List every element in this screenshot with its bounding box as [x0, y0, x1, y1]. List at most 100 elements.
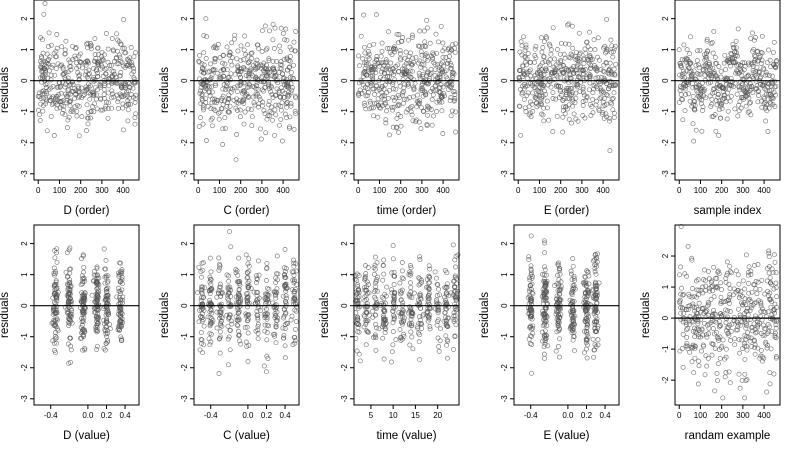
data-point	[292, 326, 298, 332]
data-point	[94, 278, 100, 284]
data-point	[272, 74, 278, 80]
data-point	[362, 66, 368, 71]
data-point	[704, 334, 710, 340]
data-point	[570, 283, 576, 289]
data-point	[404, 68, 410, 74]
y-axis-label: residuals	[159, 292, 171, 338]
data-point	[82, 329, 88, 335]
data-point	[715, 378, 720, 384]
data-point	[565, 22, 571, 28]
data-point	[683, 322, 689, 328]
data-point	[70, 82, 76, 88]
x-axis-label: E (value)	[543, 430, 589, 442]
data-point	[557, 51, 563, 57]
data-point	[573, 54, 578, 59]
data-point	[269, 84, 274, 90]
data-point	[689, 81, 695, 86]
data-point	[234, 322, 240, 328]
data-point	[390, 256, 396, 262]
data-point	[742, 81, 748, 87]
data-point	[39, 55, 45, 61]
data-point	[774, 294, 780, 300]
data-point	[526, 254, 532, 260]
data-point	[554, 47, 560, 52]
y-tick-label: -1	[20, 333, 29, 341]
data-point	[552, 56, 557, 62]
data-point	[746, 334, 752, 340]
data-point	[584, 93, 590, 99]
data-point	[754, 329, 760, 335]
data-point	[37, 118, 43, 123]
data-point	[398, 113, 404, 119]
data-point	[267, 69, 272, 75]
data-point	[82, 347, 88, 353]
data-point	[208, 61, 213, 67]
data-point	[521, 34, 526, 40]
data-point	[553, 67, 559, 73]
data-point	[596, 280, 602, 286]
data-point	[264, 322, 270, 328]
data-point	[264, 291, 270, 297]
data-point	[583, 336, 589, 342]
y-tick-label: 2	[500, 241, 509, 246]
data-point	[519, 43, 525, 49]
y-tick-label: 2	[500, 16, 509, 21]
data-point	[76, 53, 82, 59]
data-point	[95, 62, 101, 67]
data-point	[53, 270, 58, 276]
data-point	[532, 95, 538, 101]
data-point	[575, 58, 581, 64]
data-point	[399, 290, 405, 296]
data-point	[288, 317, 294, 323]
data-point	[732, 336, 738, 342]
data-point	[225, 75, 231, 81]
data-point	[683, 92, 689, 97]
data-point	[364, 288, 370, 293]
data-point	[278, 116, 284, 122]
data-point	[214, 70, 220, 76]
data-point	[578, 67, 584, 73]
data-point	[224, 272, 230, 278]
data-point	[432, 269, 438, 275]
data-point	[418, 64, 424, 70]
data-point	[527, 293, 533, 299]
data-point	[709, 75, 714, 81]
data-point	[63, 38, 69, 44]
data-point	[363, 342, 369, 348]
data-point	[255, 327, 261, 333]
data-point	[707, 61, 713, 67]
data-point	[571, 333, 577, 339]
data-point	[540, 112, 546, 118]
data-point	[691, 293, 697, 299]
data-point	[197, 347, 203, 353]
data-point	[60, 98, 66, 104]
data-point	[530, 325, 536, 331]
data-point	[734, 53, 740, 59]
data-point	[257, 97, 263, 103]
data-point	[199, 315, 205, 321]
data-point	[356, 91, 361, 97]
data-point	[544, 98, 550, 104]
data-point	[536, 89, 542, 95]
x-tick-label: 300	[736, 411, 750, 420]
data-point	[391, 46, 397, 52]
data-point	[572, 348, 577, 354]
data-point	[720, 337, 726, 343]
data-point	[427, 279, 433, 285]
data-point	[746, 95, 752, 101]
data-point	[397, 280, 403, 286]
data-point	[391, 282, 397, 287]
data-point	[449, 72, 455, 78]
data-point	[558, 93, 564, 98]
y-axis-label: residuals	[159, 67, 171, 113]
data-point	[95, 314, 101, 320]
data-point	[437, 84, 443, 90]
data-point	[423, 92, 429, 98]
data-point	[759, 98, 764, 104]
data-point	[115, 99, 121, 105]
data-point	[51, 50, 57, 56]
data-point	[716, 324, 722, 330]
data-point	[409, 34, 415, 40]
data-point	[435, 39, 441, 45]
data-point	[533, 43, 539, 49]
